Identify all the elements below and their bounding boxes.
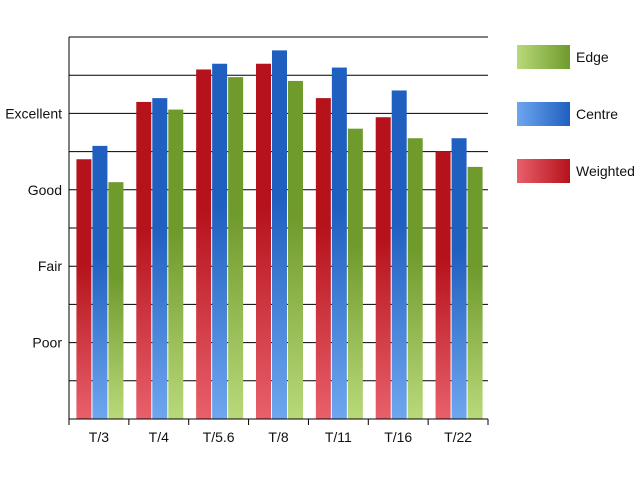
x-tick-labels: T/3 T/4 T/5.6 T/8 T/11 T/16 T/22 <box>89 429 472 445</box>
bar-edge-t56 <box>228 77 244 420</box>
bar-centre-t8 <box>272 50 287 420</box>
bars <box>76 50 483 420</box>
y-tick-label: Fair <box>38 258 62 274</box>
legend-swatch-weighted <box>517 159 570 183</box>
bar-edge-t4 <box>168 109 184 419</box>
bar-edge-t22 <box>467 166 483 419</box>
bar-centre-t3 <box>92 145 108 419</box>
y-tick-labels: Poor Fair Good Excellent <box>5 105 62 350</box>
bar-centre-t4 <box>152 98 168 420</box>
x-tick-label: T/22 <box>444 429 472 445</box>
bar-weighted-t3 <box>76 159 92 420</box>
bar-weighted-t4 <box>136 101 152 419</box>
bar-centre-t16 <box>391 90 407 419</box>
bar-weighted-t56 <box>196 69 212 419</box>
bar-centre-t11 <box>331 67 347 419</box>
legend: Edge Centre Weighted <box>517 45 635 183</box>
x-tick-label: T/5.6 <box>203 429 235 445</box>
x-tick-label: T/11 <box>325 429 352 445</box>
y-tick-label: Good <box>28 182 62 198</box>
y-tick-label: Excellent <box>5 105 62 121</box>
bar-weighted-t11 <box>315 98 331 420</box>
bar-centre-t56 <box>212 63 228 420</box>
x-tick-label: T/8 <box>268 429 288 445</box>
legend-swatch-centre <box>517 102 570 126</box>
bar-edge-t8 <box>288 80 303 420</box>
legend-label-weighted: Weighted <box>576 163 635 179</box>
legend-label-edge: Edge <box>576 49 609 65</box>
bar-weighted-t22 <box>435 151 451 419</box>
bar-edge-t11 <box>347 128 363 419</box>
axes <box>68 37 489 425</box>
legend-swatch-edge <box>517 45 570 69</box>
bar-weighted-t16 <box>375 117 391 419</box>
x-tick-label: T/4 <box>149 429 169 445</box>
legend-label-centre: Centre <box>576 106 618 122</box>
bar-weighted-t8 <box>256 63 271 420</box>
bar-edge-t16 <box>407 138 423 420</box>
x-tick-label: T/16 <box>384 429 412 445</box>
bar-edge-t3 <box>108 182 124 419</box>
x-tick-label: T/3 <box>89 429 109 445</box>
bar-centre-t22 <box>451 138 467 420</box>
y-tick-label: Poor <box>32 335 62 351</box>
